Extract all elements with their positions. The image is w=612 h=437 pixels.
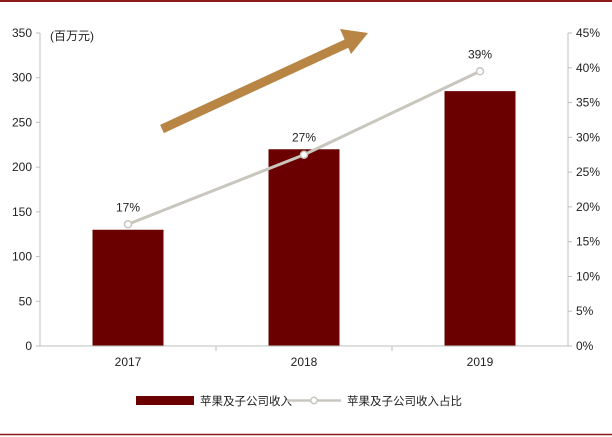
legend-bar-label: 苹果及子公司收入 bbox=[200, 394, 292, 408]
trend-arrow-head bbox=[340, 29, 368, 54]
bar bbox=[444, 91, 516, 346]
left-tick-label: 250 bbox=[12, 115, 32, 129]
line-point bbox=[475, 67, 485, 76]
legend-bar-swatch bbox=[136, 396, 194, 405]
line-point bbox=[123, 220, 133, 229]
line-data-label: 17% bbox=[116, 200, 140, 214]
legend-line-marker bbox=[310, 396, 318, 405]
line-series: 17% 27% 39% bbox=[116, 47, 492, 229]
right-tick-label: 15% bbox=[576, 235, 600, 249]
bar bbox=[268, 149, 340, 346]
x-tick-label: 2018 bbox=[291, 355, 318, 369]
right-tick-label: 20% bbox=[576, 200, 600, 214]
legend-line-label: 苹果及子公司收入占比 bbox=[347, 394, 462, 408]
trend-arrow-shaft bbox=[160, 37, 352, 134]
right-tick-label: 25% bbox=[576, 165, 600, 179]
line-data-label: 39% bbox=[468, 47, 492, 61]
right-tick-label: 35% bbox=[576, 96, 600, 110]
x-tick-label: 2017 bbox=[115, 355, 142, 369]
unit-label: (百万元) bbox=[50, 29, 94, 43]
left-tick-label: 200 bbox=[12, 160, 32, 174]
left-tick-label: 50 bbox=[19, 294, 33, 308]
left-tick-label: 150 bbox=[12, 205, 32, 219]
legend: 苹果及子公司收入 苹果及子公司收入占比 bbox=[136, 394, 462, 408]
right-tick-label: 5% bbox=[576, 304, 594, 318]
left-tick-label: 300 bbox=[12, 71, 32, 85]
right-tick-label: 40% bbox=[576, 61, 600, 75]
right-tick-label: 45% bbox=[576, 26, 600, 40]
right-tick-label: 30% bbox=[576, 130, 600, 144]
axes: 0 50 100 150 200 250 300 350 0% 5% 10% 15% 20% 25% 30%… bbox=[12, 26, 600, 369]
left-tick-label: 100 bbox=[12, 250, 32, 264]
x-tick-label: 2019 bbox=[467, 355, 494, 369]
right-tick-label: 0% bbox=[576, 339, 594, 353]
bar bbox=[92, 229, 164, 346]
line-data-label: 27% bbox=[292, 131, 316, 145]
trend-arrow bbox=[160, 29, 368, 134]
line-point bbox=[299, 150, 309, 159]
right-tick-label: 10% bbox=[576, 269, 600, 283]
left-tick-label: 0 bbox=[25, 339, 32, 353]
bar-series bbox=[92, 91, 516, 346]
left-tick-label: 350 bbox=[12, 26, 32, 40]
